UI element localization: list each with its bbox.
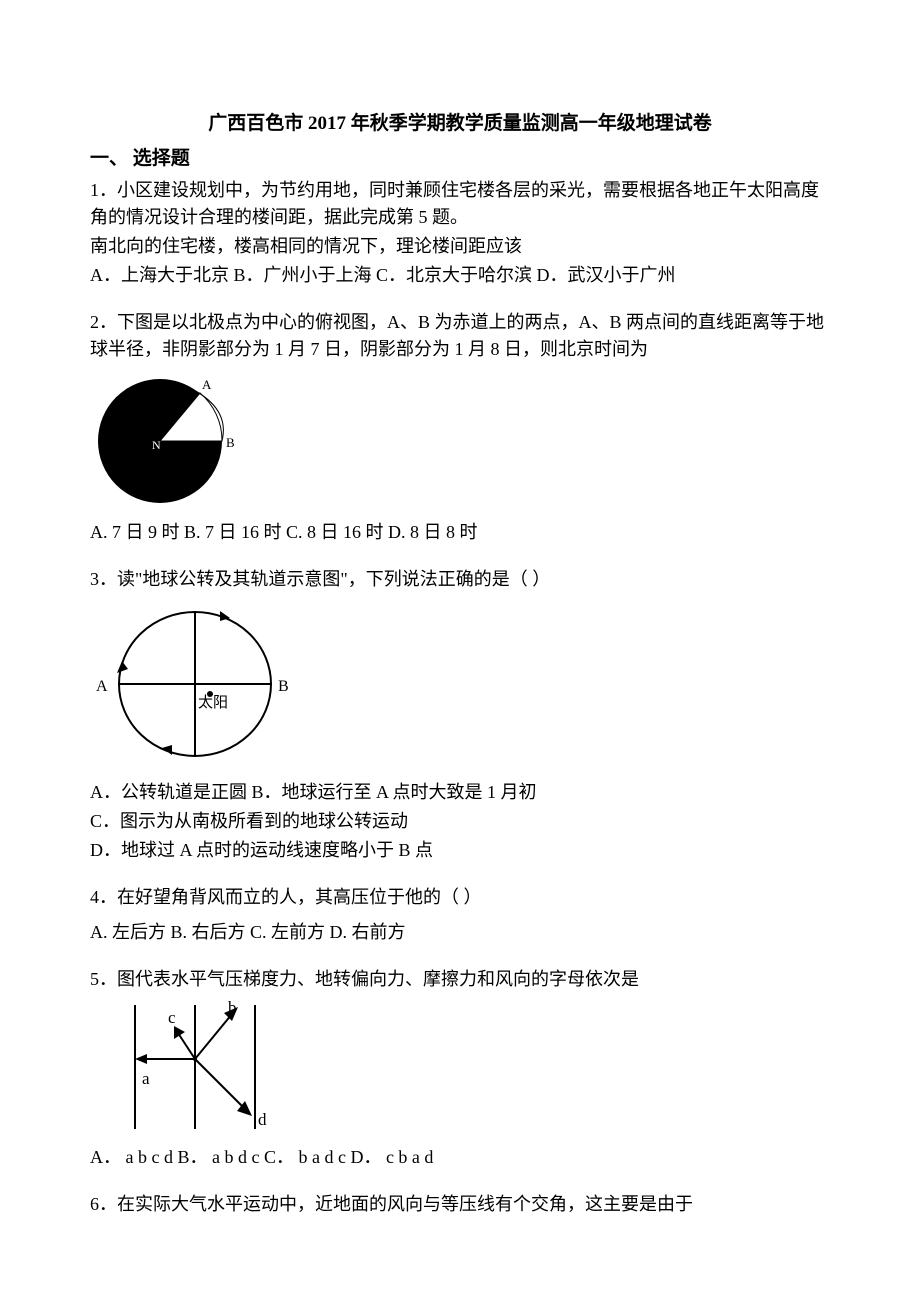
question-2: 2．下图是以北极点为中心的俯视图，A、B 为赤道上的两点，A、B 两点间的直线距… (90, 309, 830, 546)
label-c: c (168, 1008, 176, 1027)
q4-options: A. 左后方 B. 右后方 C. 左前方 D. 右前方 (90, 919, 830, 946)
arrow-a-head (135, 1054, 147, 1064)
q5-figure: a b c d (90, 999, 830, 1134)
q3-text: 3．读"地球公转及其轨道示意图"，下列说法正确的是（ ） (90, 566, 830, 593)
q5-options: A． a b c d B． a b d c C． b a d c D． c b … (90, 1144, 830, 1171)
label-n: N (152, 438, 161, 452)
label-d: d (258, 1110, 267, 1129)
question-5: 5．图代表水平气压梯度力、地转偏向力、摩擦力和风向的字母依次是 a b c (90, 966, 830, 1171)
question-4: 4．在好望角背风而立的人，其高压位于他的（ ） A. 左后方 B. 右后方 C.… (90, 884, 830, 946)
q3-figure: A B 太阳 (90, 599, 830, 769)
q4-text: 4．在好望角背风而立的人，其高压位于他的（ ） (90, 884, 830, 911)
polar-globe-diagram: A B N (90, 369, 240, 509)
question-6: 6．在实际大气水平运动中，近地面的风向与等压线有个交角，这主要是由于 (90, 1191, 830, 1218)
orbit-diagram: A B 太阳 (90, 599, 300, 769)
question-3: 3．读"地球公转及其轨道示意图"，下列说法正确的是（ ） A B 太阳 A．公转… (90, 566, 830, 864)
question-1: 1．小区建设规划中，为节约用地，同时兼顾住宅楼各层的采光，需要根据各地正午太阳高… (90, 177, 830, 289)
force-diagram: a b c d (90, 999, 290, 1134)
label-a: A (202, 377, 212, 392)
q3-option-c: C．图示为从南极所看到的地球公转运动 (90, 808, 830, 835)
q1-options: A．上海大于北京 B．广州小于上海 C．北京大于哈尔滨 D．武汉小于广州 (90, 262, 830, 289)
arrow-left (117, 661, 128, 673)
page-title: 广西百色市 2017 年秋季学期教学质量监测高一年级地理试卷 (90, 110, 830, 139)
label-sun: 太阳 (198, 694, 228, 711)
label-a: a (142, 1069, 150, 1088)
q2-figure: A B N (90, 369, 830, 509)
q1-text-2: 南北向的住宅楼，楼高相同的情况下，理论楼间距应该 (90, 233, 830, 260)
q3-option-a: A．公转轨道是正圆 B．地球运行至 A 点时大致是 1 月初 (90, 779, 830, 806)
arrow-d (195, 1059, 245, 1109)
q2-options: A. 7 日 9 时 B. 7 日 16 时 C. 8 日 16 时 D. 8 … (90, 519, 830, 546)
q2-text: 2．下图是以北极点为中心的俯视图，A、B 为赤道上的两点，A、B 两点间的直线距… (90, 309, 830, 363)
q1-text-1: 1．小区建设规划中，为节约用地，同时兼顾住宅楼各层的采光，需要根据各地正午太阳高… (90, 177, 830, 231)
section-header: 一、 选择题 (90, 145, 830, 174)
label-a: A (96, 678, 108, 695)
label-b: B (226, 435, 235, 450)
label-b: b (228, 999, 237, 1017)
arrow-b (195, 1014, 232, 1059)
label-b: B (278, 678, 289, 695)
q5-text: 5．图代表水平气压梯度力、地转偏向力、摩擦力和风向的字母依次是 (90, 966, 830, 993)
q6-text: 6．在实际大气水平运动中，近地面的风向与等压线有个交角，这主要是由于 (90, 1191, 830, 1218)
arrow-c (178, 1033, 195, 1059)
q3-option-d: D．地球过 A 点时的运动线速度略小于 B 点 (90, 837, 830, 864)
